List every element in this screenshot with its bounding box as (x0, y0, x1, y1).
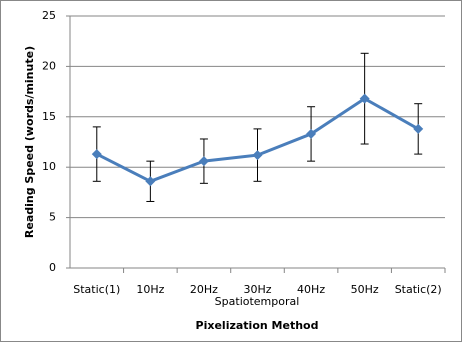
x-tick-label: 40Hz (297, 283, 325, 296)
x-tick-label: Static(2) (395, 283, 442, 296)
x-tick-label: Static(1) (73, 283, 120, 296)
y-tick-label: 10 (42, 160, 56, 173)
y-tick-label: 20 (42, 59, 56, 72)
y-axis-title: Reading Speed (words/minute) (23, 46, 36, 238)
y-tick-label: 0 (49, 261, 56, 274)
y-tick-label: 15 (42, 110, 56, 123)
x-tick-label: 50Hz (351, 283, 379, 296)
marker (413, 123, 424, 134)
marker (359, 93, 370, 104)
x-tick-label: 10Hz (136, 283, 164, 296)
x-tick-label: 30Hz (243, 283, 271, 296)
x-tick-label: 20Hz (190, 283, 218, 296)
y-tick-label: 5 (49, 211, 56, 224)
x-annotation: Spatiotemporal (215, 295, 300, 308)
marker (145, 176, 156, 187)
marker (306, 128, 317, 139)
marker (91, 149, 102, 160)
x-axis-title: Pixelization Method (196, 319, 319, 332)
marker (198, 156, 209, 167)
marker (252, 150, 263, 161)
y-tick-label: 25 (42, 9, 56, 22)
